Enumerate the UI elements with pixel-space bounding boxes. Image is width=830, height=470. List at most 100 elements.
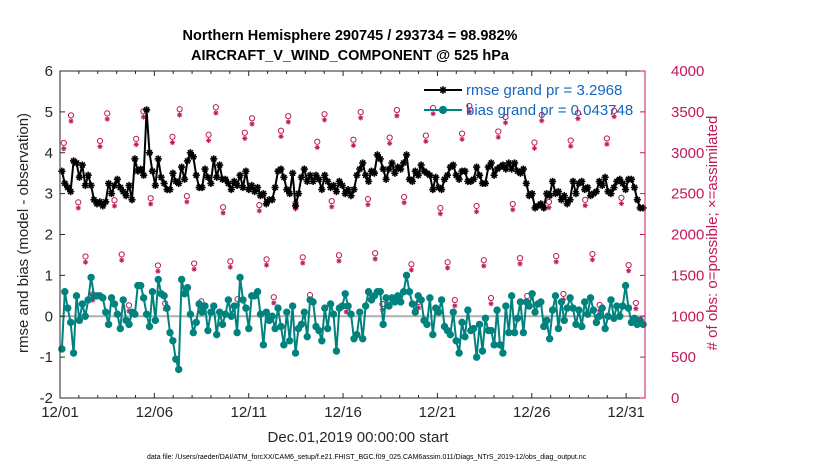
rmse-point xyxy=(216,161,224,169)
rmse-point xyxy=(64,183,72,192)
obs-assimilated-stroke xyxy=(452,303,458,308)
rmse-point-stroke xyxy=(356,166,363,173)
obs-assimilated-marker xyxy=(271,300,277,306)
obs-possible-marker xyxy=(495,128,502,135)
bias-point xyxy=(458,318,466,327)
rmse-point-stroke xyxy=(476,172,483,179)
rmse-point-stroke xyxy=(117,184,124,191)
rmse-point-stroke xyxy=(400,159,407,167)
rmse-point-stroke xyxy=(540,204,547,212)
footer-data-file: data file: /Users/raeder/DAI/ATM_forcXX/… xyxy=(147,454,587,461)
obs-assimilated-marker xyxy=(575,116,581,122)
obs-assimilated-stroke xyxy=(220,210,226,216)
bias-point xyxy=(408,300,417,308)
bias-point xyxy=(598,304,606,312)
bias-point xyxy=(268,312,276,320)
rmse-point xyxy=(627,175,636,183)
bias-point xyxy=(315,326,323,335)
bias-point xyxy=(323,324,332,333)
obs-assimilated-stroke xyxy=(438,211,443,216)
rmse-point-stroke xyxy=(438,186,445,193)
rmse-point xyxy=(633,196,641,204)
obs-assimilated-marker xyxy=(97,144,103,150)
obs-assimilated-stroke xyxy=(532,146,537,151)
rmse-point xyxy=(452,171,460,179)
bias-point xyxy=(557,298,566,306)
rmse-point xyxy=(201,165,209,173)
rmse-point-stroke xyxy=(499,161,507,169)
rmse-point-stroke xyxy=(377,155,384,162)
obs-assimilated-marker xyxy=(372,256,378,262)
rmse-point-stroke xyxy=(426,172,433,179)
rmse-point-stroke xyxy=(333,188,340,195)
rmse-point xyxy=(245,185,253,194)
obs-assimilated-marker xyxy=(394,113,400,119)
bias-point xyxy=(110,300,119,308)
rmse-point xyxy=(189,153,197,161)
rmse-point xyxy=(72,159,81,167)
obs-assimilated-stroke xyxy=(409,267,414,273)
rmse-point-stroke xyxy=(520,166,527,173)
rmse-point xyxy=(204,173,212,181)
bias-point xyxy=(169,337,177,345)
rmse-point-stroke xyxy=(187,149,194,156)
obs-possible-marker xyxy=(205,131,212,138)
obs-assimilated-stroke xyxy=(242,136,247,141)
bias-point xyxy=(595,312,604,320)
obs-assimilated-stroke xyxy=(148,201,153,207)
obs-assimilated-stroke xyxy=(206,138,211,143)
obs-assimilated-marker xyxy=(488,301,494,307)
bias-point xyxy=(624,304,633,312)
obs-assimilated-stroke xyxy=(633,306,639,311)
rmse-point-stroke xyxy=(222,176,229,183)
bias-point xyxy=(183,283,192,292)
bias-point xyxy=(277,322,285,331)
rmse-point xyxy=(481,179,489,188)
rmse-point-stroke xyxy=(125,182,133,189)
obs-possible-marker xyxy=(335,252,343,259)
y-axis-label: rmse and bias (model - observation) xyxy=(15,113,32,353)
obs-assimilated-stroke xyxy=(134,142,139,147)
bias-point xyxy=(113,310,122,318)
obs-possible-marker xyxy=(531,139,538,146)
rmse-point-stroke xyxy=(508,166,515,173)
bias-point xyxy=(356,308,364,316)
obs-assimilated-stroke xyxy=(278,134,284,139)
rmse-point-stroke xyxy=(359,159,366,167)
rmse-point-stroke xyxy=(304,178,311,185)
rmse-point-stroke xyxy=(441,176,448,183)
rmse-point xyxy=(329,181,338,190)
bias-point xyxy=(78,300,87,308)
bias-point xyxy=(580,298,589,306)
bias-point xyxy=(347,310,355,318)
rmse-point-stroke xyxy=(429,186,436,193)
obs-possible-marker xyxy=(133,135,140,142)
bias-point xyxy=(177,275,186,284)
rmse-point xyxy=(242,167,250,175)
bias-point xyxy=(405,288,414,296)
obs-possible-marker xyxy=(67,112,75,119)
obs-assimilated-stroke xyxy=(619,201,624,206)
obs-possible-marker xyxy=(451,296,458,304)
obs-possible-marker xyxy=(263,256,270,263)
rmse-point-stroke xyxy=(254,184,261,191)
bias-point xyxy=(621,281,630,290)
rmse-point-stroke xyxy=(198,184,206,191)
obs-possible-marker xyxy=(212,104,219,111)
bias-point xyxy=(280,341,288,349)
obs-assimilated-stroke xyxy=(590,257,595,262)
rmse-point-stroke xyxy=(505,159,512,167)
bias-point xyxy=(566,294,574,302)
rmse-point xyxy=(473,163,481,171)
y-tick-label: 1 xyxy=(45,267,53,284)
obs-possible-marker xyxy=(603,135,611,142)
obs-assimilated-marker xyxy=(539,118,545,124)
rmse-point-stroke xyxy=(231,178,238,185)
rmse-point xyxy=(169,169,177,177)
bias-point xyxy=(180,290,189,298)
bias-point xyxy=(601,324,609,333)
rmse-point-stroke xyxy=(245,186,252,193)
bias-point xyxy=(341,290,349,298)
obs-assimilated-marker xyxy=(358,115,364,121)
rmse-point-stroke xyxy=(324,178,331,185)
